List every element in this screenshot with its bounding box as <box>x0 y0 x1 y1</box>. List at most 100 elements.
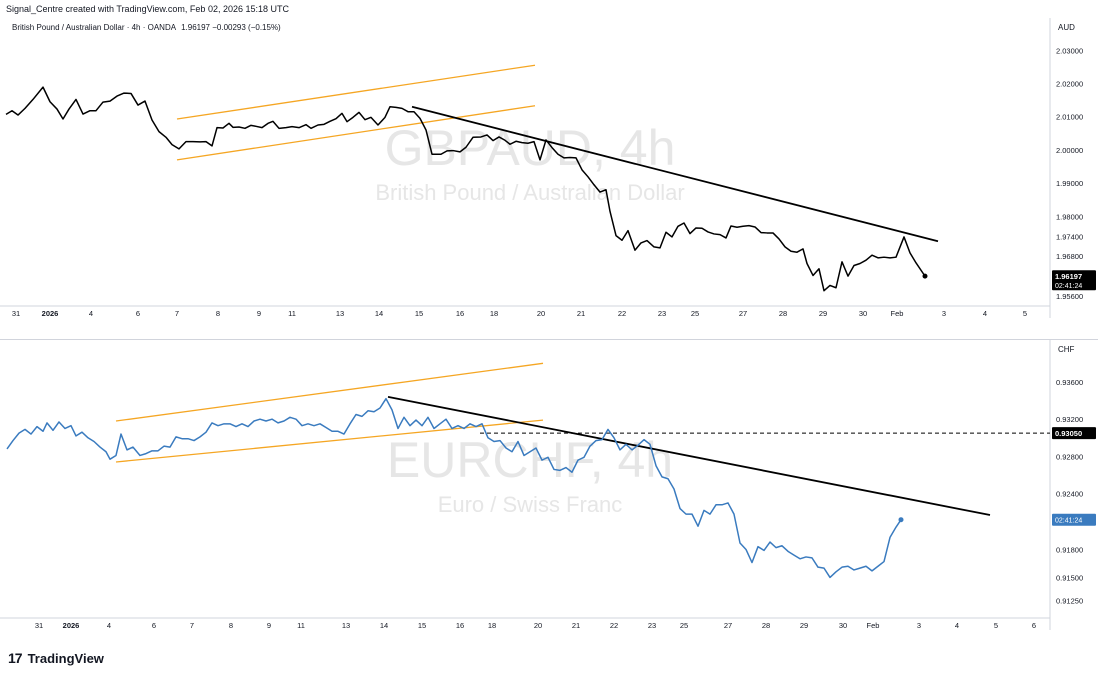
tradingview-logo-icon: 17 <box>8 650 23 666</box>
x-tick-label: 11 <box>297 621 305 630</box>
y-tick-label: 2.00000 <box>1056 146 1083 155</box>
x-tick-label: 6 <box>136 309 140 318</box>
watermark-symbol: EURCHF, 4h <box>387 432 673 488</box>
channel-line <box>176 105 536 161</box>
gbpaud-symbol-line: British Pound / Australian Dollar · 4h ·… <box>12 23 286 32</box>
x-tick-label: 18 <box>488 621 496 630</box>
currency-label: CHF <box>1058 345 1075 354</box>
x-tick-label: 28 <box>762 621 770 630</box>
x-tick-label: 6 <box>152 621 156 630</box>
gbpaud-quote: 1.96197 −0.00293 (−0.15%) <box>181 23 281 32</box>
x-tick-label: Feb <box>891 309 904 318</box>
x-tick-label: 27 <box>724 621 732 630</box>
eurchf-chart[interactable]: CHF EURCHF, 4h Euro / Swiss Franc 0.93600 0.… <box>0 340 1098 640</box>
x-tick-label: 16 <box>456 309 464 318</box>
y-tick-label: 0.93600 <box>1056 378 1083 387</box>
x-tick-label: 15 <box>415 309 423 318</box>
y-tick-label: 1.95600 <box>1056 292 1083 301</box>
x-tick-label: 25 <box>691 309 699 318</box>
y-tick-label: 2.02000 <box>1056 79 1083 88</box>
x-tick-label: 23 <box>658 309 666 318</box>
tradingview-footer[interactable]: 17 TradingView <box>8 650 104 666</box>
x-tick-label: 30 <box>859 309 867 318</box>
y-tick-label: 0.93200 <box>1056 415 1083 424</box>
x-tick-label: 21 <box>572 621 580 630</box>
channel-line <box>176 64 536 120</box>
y-tick-label: 1.99000 <box>1056 179 1083 188</box>
y-tick-label: 0.92800 <box>1056 452 1083 461</box>
last-price-label: 1.96197 <box>1055 272 1082 281</box>
watermark-name: British Pound / Australian Dollar <box>375 180 684 205</box>
x-tick-label: 31 <box>12 309 20 318</box>
y-tick-label: 0.91500 <box>1056 573 1083 582</box>
x-tick-label: 14 <box>380 621 388 630</box>
x-tick-label: 21 <box>577 309 585 318</box>
y-tick-label: 2.01000 <box>1056 113 1083 122</box>
x-tick-label: 8 <box>229 621 233 630</box>
y-tick-label: 1.97400 <box>1056 232 1083 241</box>
y-tick-label: 1.98000 <box>1056 212 1083 221</box>
countdown-label: 02:41:24 <box>1055 283 1082 290</box>
eurchf-pane[interactable]: CHF EURCHF, 4h Euro / Swiss Franc 0.93600 0.… <box>0 340 1098 630</box>
x-tick-label: 13 <box>342 621 350 630</box>
x-tick-label: 22 <box>610 621 618 630</box>
x-tick-label: 7 <box>175 309 179 318</box>
x-tick-label: 5 <box>994 621 998 630</box>
x-tick-label: 27 <box>739 309 747 318</box>
x-tick-label: 11 <box>288 309 296 318</box>
y-tick-label: 1.96800 <box>1056 252 1083 261</box>
x-tick-label: 5 <box>1023 309 1027 318</box>
watermark-name: Euro / Swiss Franc <box>438 492 623 517</box>
y-tick-label: 0.92400 <box>1056 490 1083 499</box>
x-tick-label: 31 <box>35 621 43 630</box>
x-tick-label: 8 <box>216 309 220 318</box>
x-tick-label: 7 <box>190 621 194 630</box>
trend-line <box>387 395 991 516</box>
x-tick-label: 23 <box>648 621 656 630</box>
countdown-badge <box>1052 513 1096 526</box>
trend-line <box>411 105 939 243</box>
price-level-badge <box>1052 427 1096 440</box>
pane-divider[interactable] <box>0 339 1098 340</box>
chart-credit: Signal_Centre created with TradingView.c… <box>6 4 289 14</box>
last-price-badge <box>1052 270 1096 291</box>
x-tick-label: 4 <box>955 621 959 630</box>
x-tick-label: 16 <box>456 621 464 630</box>
gbpaud-chart[interactable]: AUD GBPAUD, 4h British Pound / Australian … <box>0 18 1098 338</box>
price-series-line <box>5 86 926 292</box>
x-tick-label: 3 <box>942 309 946 318</box>
x-tick-label: 28 <box>779 309 787 318</box>
countdown-label: 02:41:24 <box>1055 518 1082 525</box>
currency-label: AUD <box>1058 23 1075 32</box>
x-tick-label: 9 <box>267 621 271 630</box>
x-tick-label: 30 <box>839 621 847 630</box>
price-series-line <box>6 397 902 579</box>
x-tick-label: 4 <box>89 309 93 318</box>
gbpaud-pane[interactable]: AUD GBPAUD, 4h British Pound / Australian … <box>0 18 1098 318</box>
y-tick-label: 0.91250 <box>1056 597 1083 606</box>
x-tick-label: 15 <box>418 621 426 630</box>
price-level-label: 0.93050 <box>1055 429 1082 438</box>
x-tick-label: 22 <box>618 309 626 318</box>
tradingview-brand: TradingView <box>27 650 104 666</box>
x-tick-label: 9 <box>257 309 261 318</box>
x-tick-label: 6 <box>1032 621 1036 630</box>
channel-line <box>115 419 544 463</box>
x-tick-label: 4 <box>107 621 111 630</box>
x-tick-label: 18 <box>490 309 498 318</box>
x-tick-label: 14 <box>375 309 383 318</box>
last-price-dot <box>922 273 928 279</box>
y-tick-label: 2.03000 <box>1056 46 1083 55</box>
channel-line <box>115 362 544 422</box>
watermark-symbol: GBPAUD, 4h <box>385 120 676 176</box>
x-tick-label: 2026 <box>63 621 80 630</box>
last-price-dot <box>898 517 904 523</box>
x-tick-label: 20 <box>537 309 545 318</box>
gbpaud-symbol: British Pound / Australian Dollar · 4h ·… <box>12 23 177 32</box>
x-tick-label: Feb <box>867 621 880 630</box>
x-tick-label: 4 <box>983 309 987 318</box>
y-tick-label: 0.91800 <box>1056 545 1083 554</box>
x-tick-label: 20 <box>534 621 542 630</box>
x-tick-label: 13 <box>336 309 344 318</box>
x-tick-label: 29 <box>800 621 808 630</box>
